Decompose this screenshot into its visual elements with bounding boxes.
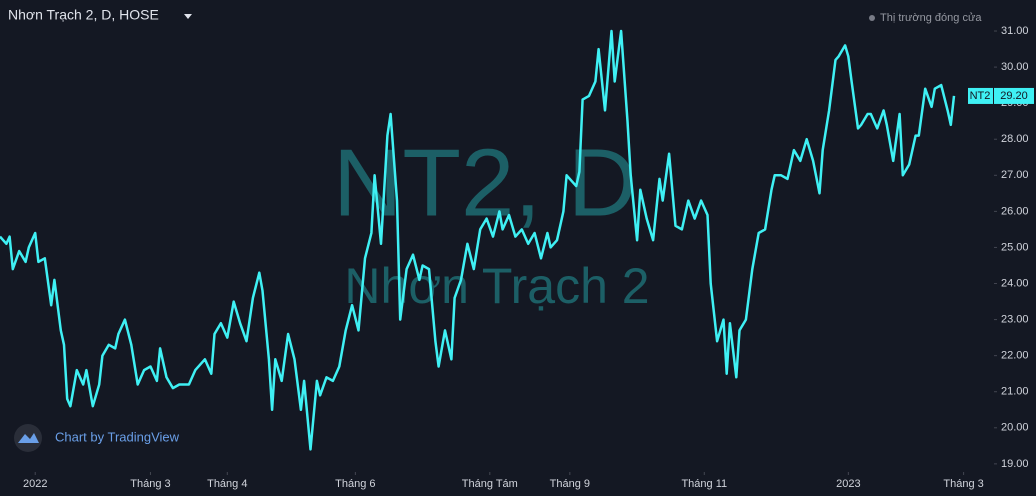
- symbol-title[interactable]: Nhơn Trạch 2, D, HOSE: [8, 7, 159, 23]
- y-tick-label: 20.00: [1001, 422, 1029, 434]
- price-badge-text: 29.20: [1000, 90, 1028, 102]
- x-tick-label: 2022: [23, 478, 47, 490]
- y-tick-label: 27.00: [1001, 169, 1029, 181]
- x-tick-label: Tháng 9: [550, 478, 590, 490]
- y-tick-label: 25.00: [1001, 241, 1029, 253]
- price-badge: [994, 87, 1034, 104]
- x-tick-label: 2023: [836, 478, 860, 490]
- status-dot: [869, 15, 875, 21]
- market-status: Thị trường đóng cửa: [880, 12, 982, 24]
- x-tick-label: Tháng 3: [943, 478, 983, 490]
- price-line: [0, 29, 956, 451]
- y-tick-label: 24.00: [1001, 277, 1029, 289]
- watermark-name: Nhơn Trạch 2: [344, 258, 649, 314]
- y-tick-label: 22.00: [1001, 350, 1029, 362]
- tv-logo-icon: [18, 433, 39, 443]
- y-tick-label: 19.00: [1001, 458, 1029, 470]
- dropdown-caret[interactable]: [184, 14, 192, 19]
- y-tick-label: 30.00: [1001, 61, 1029, 73]
- x-tick-label: Tháng 3: [130, 478, 170, 490]
- x-tick-label: Tháng 6: [335, 478, 375, 490]
- branding[interactable]: Chart by TradingView: [55, 429, 180, 444]
- y-tick-label: 31.00: [1001, 25, 1029, 37]
- plot: [0, 29, 956, 451]
- y-tick-label: 26.00: [1001, 205, 1029, 217]
- x-tick-label: Tháng 11: [681, 478, 727, 490]
- y-tick-label: 21.00: [1001, 386, 1029, 398]
- x-tick-label: Tháng 4: [207, 478, 247, 490]
- y-tick-label: 23.00: [1001, 313, 1029, 325]
- price-badge-name-text: NT2: [970, 90, 991, 102]
- x-tick-label: Tháng Tám: [462, 478, 518, 490]
- y-tick-label: 28.00: [1001, 133, 1029, 145]
- price-badge-name: [968, 87, 993, 104]
